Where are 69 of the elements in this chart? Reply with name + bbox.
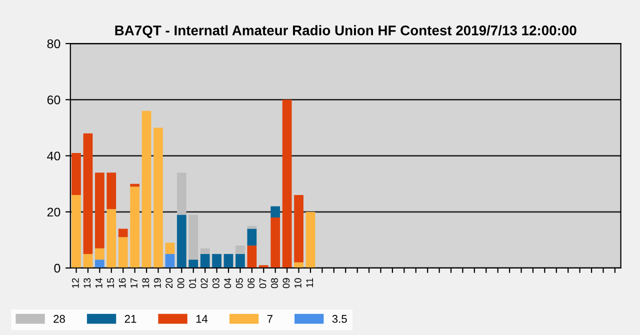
x-tick-label: 14 xyxy=(96,278,102,288)
x-tick-label: 12 xyxy=(72,278,79,288)
x-tick-label: 01 xyxy=(189,278,196,288)
x-tick-label: 03 xyxy=(212,278,220,288)
bar xyxy=(94,248,104,260)
bar xyxy=(188,260,198,268)
y-tick-label: 0 xyxy=(54,264,60,273)
x-tick-label: 04 xyxy=(224,278,232,288)
x-tick-label: 11 xyxy=(306,278,313,288)
bar xyxy=(258,265,268,268)
bar xyxy=(83,254,93,268)
bar xyxy=(282,100,292,268)
bar xyxy=(176,214,186,268)
bar xyxy=(270,218,280,268)
bar xyxy=(224,254,234,268)
bar xyxy=(165,254,175,268)
bar xyxy=(118,228,128,238)
bar xyxy=(306,212,316,268)
x-tick-label: 10 xyxy=(294,278,302,288)
bar xyxy=(200,254,210,268)
x-tick-label: 15 xyxy=(107,278,114,288)
x-tick-label: 19 xyxy=(154,278,161,288)
bar xyxy=(188,214,198,260)
x-tick-label: 17 xyxy=(130,278,138,288)
bar xyxy=(236,254,245,268)
x-tick-label: 20 xyxy=(166,278,173,288)
bar xyxy=(212,254,222,268)
bar xyxy=(294,195,304,262)
x-tick-label: 02 xyxy=(200,278,208,288)
bar xyxy=(247,226,257,229)
x-tick-label: 16 xyxy=(118,278,126,288)
bar xyxy=(270,206,280,218)
bar xyxy=(106,209,116,268)
legend-label: 14 xyxy=(196,315,208,323)
bar xyxy=(142,110,152,268)
x-tick-label: 06 xyxy=(248,278,255,288)
bar xyxy=(130,186,140,268)
bar xyxy=(94,260,104,268)
bar xyxy=(72,152,81,196)
y-tick-label: 60 xyxy=(47,95,60,104)
y-tick-label: 40 xyxy=(47,152,60,160)
bar xyxy=(294,262,304,268)
legend-label: 28 xyxy=(54,314,65,323)
bar xyxy=(94,172,104,248)
legend-label: 7 xyxy=(267,315,272,323)
bar xyxy=(154,128,163,268)
bar xyxy=(247,228,257,246)
bar xyxy=(236,246,245,254)
bar xyxy=(106,172,116,210)
bar xyxy=(118,237,128,268)
x-tick-label: 09 xyxy=(282,278,290,288)
x-tick-label: 08 xyxy=(271,278,278,288)
x-tick-label: 18 xyxy=(142,278,150,288)
legend-label: 21 xyxy=(124,314,136,323)
bar xyxy=(176,172,186,215)
chart-title: BA7QT - Internatl Amateur Radio Union HF Contest 2019/7/13 12:00:00 xyxy=(115,25,576,38)
bar xyxy=(83,133,93,254)
x-tick-label: 07 xyxy=(259,278,266,288)
bar xyxy=(130,184,140,187)
x-tick-label: 00 xyxy=(177,278,184,288)
x-tick-label: 05 xyxy=(236,278,243,288)
legend-label: 3.5 xyxy=(332,314,347,323)
bar xyxy=(165,242,175,254)
bar xyxy=(247,246,257,268)
y-tick-label: 20 xyxy=(47,208,60,217)
bar xyxy=(200,248,210,254)
y-tick-label: 80 xyxy=(47,39,60,48)
bar xyxy=(72,195,81,268)
x-tick-label: 13 xyxy=(84,278,91,288)
